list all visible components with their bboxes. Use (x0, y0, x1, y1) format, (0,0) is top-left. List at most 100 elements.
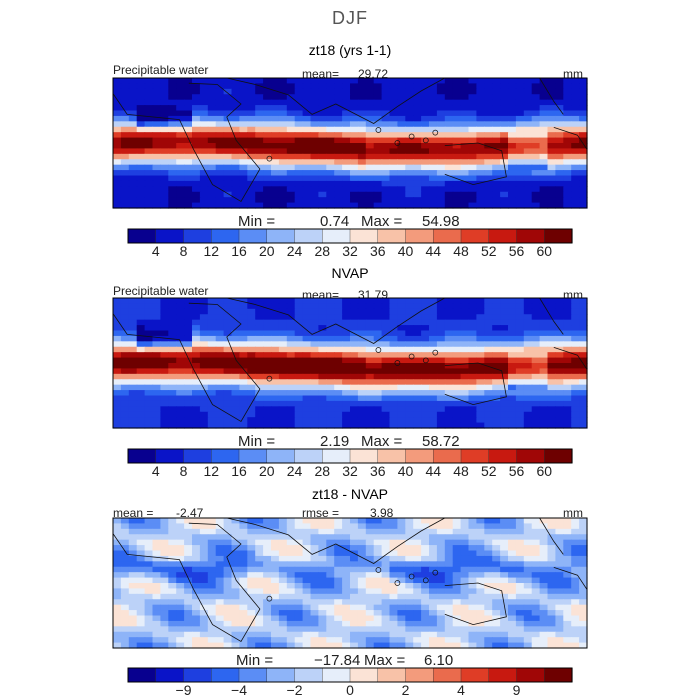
panel2-colorbar-tick: 24 (286, 463, 303, 479)
panel2-colorbar-tick: 32 (342, 463, 358, 479)
panel2-colorbar-tick: 20 (258, 463, 275, 479)
panel1-colorbar-swatch (127, 228, 157, 244)
panel1-field-label: Precipitable water (113, 63, 209, 77)
panel2-colorbar-tick: 56 (508, 463, 525, 479)
panel1-colorbar-tick: 40 (397, 243, 414, 259)
panel2-colorbar-swatch (155, 448, 185, 464)
panel2-colorbar-swatch (433, 448, 462, 464)
panel1-colorbar-tick: 16 (231, 243, 247, 259)
panel3-colorbar-tick: −9 (175, 682, 192, 698)
panel1-colorbar-tick: 44 (425, 243, 442, 259)
panel3-colorbar-swatch (266, 667, 296, 683)
panel3-min-value: −17.84 (314, 652, 361, 669)
panel2-colorbar-swatch (322, 448, 351, 464)
panel2-colorbar (127, 448, 573, 464)
panel1-colorbar-swatch (405, 228, 434, 244)
panel1-colorbar-swatch (183, 228, 212, 244)
panel1-colorbar-tick: 4 (151, 243, 160, 259)
panel3-min-label: Min = (236, 652, 274, 669)
panel3-colorbar-swatch (488, 667, 518, 683)
panel2-colorbar-swatch (238, 448, 268, 464)
panel2-colorbar-tick: 8 (179, 463, 188, 479)
panel2-colorbar-tick: 40 (397, 463, 414, 479)
panel2-colorbar-swatch (544, 448, 573, 464)
panel2-colorbar-tick: 48 (453, 463, 469, 479)
panel2-colorbar-swatch (266, 448, 296, 464)
panel3-map (112, 517, 588, 649)
panel1-title: zt18 (yrs 1-1) (308, 42, 392, 58)
panel1-colorbar-swatch (322, 228, 351, 244)
panel3-colorbar-tick: −4 (231, 682, 247, 698)
panel1-colorbar-swatch (516, 228, 545, 244)
panel1-colorbar-swatch (294, 228, 323, 244)
panel3-colorbar-swatch (377, 667, 407, 683)
panel1-colorbar-swatch (349, 228, 379, 244)
panel2-colorbar-swatch (127, 448, 157, 464)
panel2-field-label: Precipitable water (113, 284, 209, 298)
panel1-colorbar-swatch (377, 228, 407, 244)
panel1-colorbar-tick: 24 (286, 243, 303, 259)
season-title: DJF (332, 8, 368, 28)
panel2-colorbar-tick: 52 (480, 463, 497, 479)
panel2-colorbar-swatch (294, 448, 323, 464)
panel3-colorbar-tick: 9 (512, 682, 521, 698)
panel2-colorbar-swatch (349, 448, 379, 464)
panel1-map (112, 77, 588, 209)
panel1-colorbar-swatch (211, 228, 240, 244)
panel1-colorbar-swatch (266, 228, 296, 244)
panel1-colorbar-tick: 28 (314, 243, 331, 259)
panel1-colorbar-tick: 60 (536, 243, 553, 259)
panel1-colorbar-tick: 52 (480, 243, 497, 259)
panel1-colorbar-tick: 48 (453, 243, 469, 259)
panel3-colorbar-swatch (127, 667, 157, 683)
panel3-colorbar-swatch (238, 667, 268, 683)
panel3-max-value: 6.10 (424, 652, 454, 669)
panel3-mean-value: -2.47 (176, 506, 204, 520)
panel3-units: mm (563, 506, 583, 520)
panel3-colorbar-swatch (183, 667, 212, 683)
panel3-colorbar-swatch (544, 667, 573, 683)
panel2-colorbar-tick: 28 (314, 463, 331, 479)
panel3-title: zt18 - NVAP (312, 486, 388, 502)
panel3-rmse-value: 3.98 (370, 506, 394, 520)
panel3-colorbar-tick: 2 (401, 682, 410, 698)
panel1-colorbar-swatch (544, 228, 573, 244)
panel3-colorbar-swatch (155, 667, 185, 683)
panel2-colorbar-swatch (405, 448, 434, 464)
panel2-max-label: Max = (361, 433, 403, 450)
panel3-mean-label: mean = (113, 506, 154, 520)
panel3-colorbar-tick: 0 (346, 682, 354, 698)
panel3-colorbar-tick: −2 (286, 682, 303, 698)
panel3-colorbar-swatch (433, 667, 462, 683)
panel3-colorbar-swatch (516, 667, 545, 683)
panel3-rmse-label: rmse = (302, 506, 340, 520)
panel2-colorbar-swatch (211, 448, 240, 464)
panel2-colorbar-swatch (488, 448, 518, 464)
panel3-colorbar-swatch (294, 667, 323, 683)
panel2-colorbar-swatch (377, 448, 407, 464)
panel3-colorbar-swatch (322, 667, 351, 683)
panel2-colorbar-tick: 4 (151, 463, 160, 479)
panel2-title: NVAP (331, 265, 369, 281)
panel1-colorbar-tick: 12 (203, 243, 220, 259)
panel1-min-value: 0.74 (320, 213, 350, 230)
panel2-colorbar-tick: 44 (425, 463, 442, 479)
panel1-colorbar-tick: 20 (258, 243, 275, 259)
panel1-colorbar-tick: 8 (179, 243, 188, 259)
panel1-colorbar-tick: 36 (369, 243, 386, 259)
panel2-map (112, 297, 588, 429)
panel2-colorbar-swatch (516, 448, 545, 464)
panel1-colorbar-swatch (488, 228, 518, 244)
panel1-colorbar-swatch (238, 228, 268, 244)
panel2-colorbar-tick: 60 (536, 463, 553, 479)
panel1-min-label: Min = (238, 213, 276, 230)
panel2-colorbar-tick: 36 (369, 463, 386, 479)
panel3-colorbar-tick: 4 (457, 682, 465, 698)
panel1-max-value: 54.98 (422, 213, 460, 230)
panel2-colorbar-tick: 16 (231, 463, 247, 479)
panel2-min-value: 2.19 (320, 433, 350, 450)
panel2-min-label: Min = (238, 433, 276, 450)
panel3-colorbar-swatch (405, 667, 434, 683)
panel1-colorbar-swatch (460, 228, 490, 244)
